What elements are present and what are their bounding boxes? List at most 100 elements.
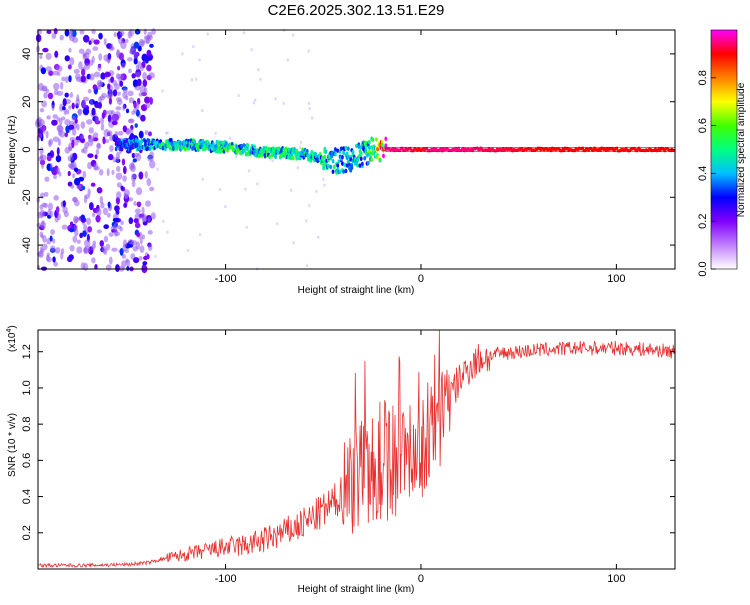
- noise-blob: [154, 254, 157, 258]
- noise-blob: [83, 262, 89, 271]
- noise-blob: [252, 101, 256, 105]
- noise-blob: [128, 118, 134, 123]
- noise-blob: [131, 110, 135, 116]
- noise-blob: [289, 188, 293, 192]
- signal-blob: [144, 139, 147, 144]
- noise-blob: [69, 57, 75, 66]
- noise-blob: [51, 104, 55, 111]
- noise-blob: [147, 155, 154, 162]
- spectrogram-x-ticks: -100 0 100: [215, 30, 626, 285]
- signal-blob: [350, 165, 354, 171]
- noise-blob: [190, 78, 194, 82]
- noise-blob: [64, 92, 69, 98]
- signal-blob: [219, 140, 222, 145]
- noise-blob: [49, 210, 54, 218]
- signal-blob: [321, 155, 324, 161]
- spectrogram-panel: -100 0 100 -40 -20 0 20 40 Height of straight …: [7, 27, 676, 296]
- noise-blob: [94, 264, 98, 270]
- noise-blob: [55, 247, 61, 254]
- noise-blob: [87, 88, 92, 94]
- signal-blob: [331, 158, 335, 164]
- noise-blob: [108, 256, 113, 265]
- noise-blob: [121, 158, 126, 166]
- noise-blob: [53, 82, 60, 91]
- snr-y-tick-label: 1.0: [21, 380, 33, 395]
- colorbar-tick-label: 0.6: [697, 118, 709, 133]
- signal-blob: [367, 145, 371, 150]
- noise-blob: [69, 227, 74, 233]
- noise-blob: [46, 155, 52, 162]
- noise-blob: [206, 32, 209, 36]
- noise-blob: [48, 70, 54, 77]
- noise-blob: [68, 105, 72, 110]
- noise-blob: [83, 195, 88, 204]
- noise-blob: [39, 54, 43, 60]
- noise-blob: [133, 57, 138, 65]
- noise-blob: [149, 186, 154, 192]
- signal-blob: [369, 151, 372, 156]
- spectrogram-y-label: Frequency (Hz): [7, 116, 18, 185]
- snr-series-line: [38, 330, 675, 569]
- noise-blob: [115, 264, 120, 272]
- noise-blob: [121, 62, 126, 69]
- noise-blob: [305, 219, 308, 223]
- signal-blob: [329, 164, 333, 170]
- noise-blob: [107, 52, 112, 60]
- noise-blob: [143, 255, 148, 261]
- spectrogram-x-tick-label: 100: [607, 273, 625, 285]
- noise-blob: [98, 53, 103, 61]
- noise-blob: [95, 148, 100, 155]
- noise-blob: [72, 235, 78, 243]
- noise-blob: [78, 48, 85, 54]
- signal-blob: [296, 155, 300, 161]
- snr-y-ticks: 0.2 0.4 0.6 0.8 1.0 1.2: [21, 344, 675, 540]
- noise-blob: [323, 183, 326, 187]
- noise-blob: [141, 206, 145, 215]
- signal-blob: [332, 164, 336, 170]
- noise-blob: [132, 158, 138, 163]
- noise-blob: [136, 78, 142, 87]
- signal-blob: [161, 141, 165, 147]
- noise-blob: [103, 38, 107, 46]
- noise-blob: [144, 96, 150, 104]
- noise-blob: [52, 256, 56, 263]
- noise-blob: [56, 65, 63, 72]
- noise-blob: [80, 75, 86, 83]
- noise-blob: [247, 169, 251, 173]
- noise-blob: [115, 151, 121, 160]
- noise-blob: [93, 71, 101, 78]
- noise-blob: [39, 209, 46, 218]
- spectrogram-y-tick-label: 20: [21, 96, 33, 108]
- noise-blob: [107, 130, 113, 136]
- noise-blob: [75, 136, 81, 141]
- noise-blob: [81, 68, 86, 77]
- noise-blob: [120, 41, 127, 50]
- signal-blob: [326, 163, 330, 169]
- noise-blob: [253, 98, 257, 102]
- noise-blob: [79, 232, 84, 239]
- noise-blob: [109, 134, 114, 142]
- colorbar-gradient: [711, 30, 737, 269]
- signal-blob: [291, 155, 295, 161]
- signal-blob: [264, 145, 268, 151]
- colorbar-tick-label: 0.4: [697, 166, 709, 181]
- signal-blob: [331, 169, 335, 174]
- noise-blob: [74, 73, 81, 80]
- noise-blob: [144, 171, 148, 179]
- noise-blob: [139, 245, 145, 253]
- noise-blob: [292, 241, 295, 245]
- noise-blob: [162, 219, 165, 223]
- signal-blob: [348, 162, 351, 168]
- noise-blob: [133, 101, 137, 109]
- signal-blob: [224, 141, 228, 146]
- noise-blob: [81, 148, 85, 154]
- noise-blob: [82, 52, 87, 58]
- signal-blob: [246, 146, 249, 151]
- signal-blob: [322, 165, 326, 171]
- noise-blob: [64, 132, 69, 138]
- noise-blob: [67, 155, 74, 162]
- noise-blob: [315, 189, 318, 193]
- noise-blob: [146, 177, 152, 187]
- noise-blob: [150, 212, 156, 220]
- noise-blob: [103, 224, 110, 230]
